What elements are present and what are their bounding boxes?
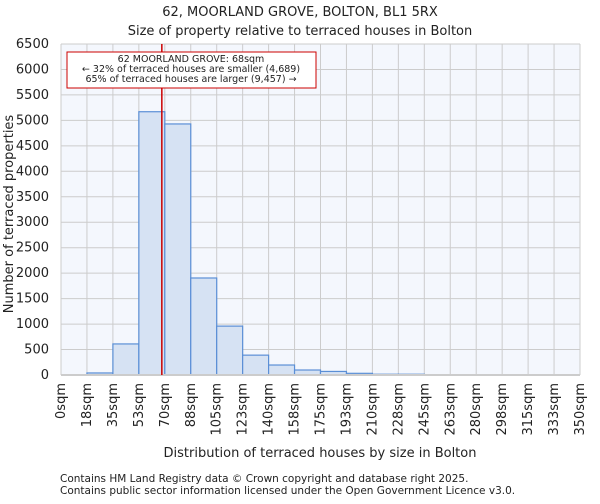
y-tick-label: 4500 — [16, 139, 49, 154]
x-tick-label: 333sqm — [547, 383, 562, 436]
x-tick-label: 123sqm — [236, 383, 251, 436]
x-tick-label: 228sqm — [391, 383, 406, 436]
y-tick-label: 3500 — [16, 190, 49, 205]
chart-title: 62, MOORLAND GROVE, BOLTON, BL1 5RX — [162, 5, 438, 20]
y-tick-label: 1000 — [16, 317, 49, 332]
y-tick-label: 2500 — [16, 241, 49, 256]
x-tick-label: 70sqm — [158, 383, 173, 427]
y-tick-label: 500 — [24, 343, 49, 358]
y-tick-label: 3000 — [16, 215, 49, 230]
y-tick-label: 1500 — [16, 292, 49, 307]
x-axis-label: Distribution of terraced houses by size … — [164, 446, 477, 461]
y-tick-label: 6000 — [16, 62, 49, 77]
histogram-bar — [268, 364, 296, 376]
annotation-line: 65% of terraced houses are larger (9,457… — [85, 74, 296, 85]
histogram-bar — [190, 277, 218, 376]
x-tick-label: 158sqm — [288, 383, 303, 436]
x-tick-label: 315sqm — [521, 383, 536, 436]
x-tick-label: 280sqm — [469, 383, 484, 436]
x-tick-label: 0sqm — [54, 383, 69, 419]
annotation-line: 62 MOORLAND GROVE: 68sqm — [118, 54, 265, 65]
x-tick-label: 140sqm — [262, 383, 277, 436]
histogram-bar — [164, 123, 192, 376]
footer-line-1: Contains HM Land Registry data © Crown c… — [60, 473, 468, 485]
y-tick-label: 5500 — [16, 88, 49, 103]
y-tick-label: 6500 — [16, 37, 49, 52]
x-tick-label: 298sqm — [495, 383, 510, 436]
y-tick-label: 2000 — [16, 266, 49, 281]
annotation-box — [66, 51, 317, 89]
annotation-line: ← 32% of terraced houses are smaller (4,… — [82, 64, 300, 75]
x-tick-label: 105sqm — [210, 383, 225, 436]
y-tick-label: 4000 — [16, 164, 49, 179]
x-tick-label: 210sqm — [365, 383, 380, 436]
histogram-bar — [138, 111, 166, 376]
histogram-bar — [112, 343, 140, 376]
y-tick-label: 0 — [41, 368, 49, 383]
y-tick-label: 5000 — [16, 113, 49, 128]
x-tick-label: 175sqm — [314, 383, 329, 436]
x-tick-label: 245sqm — [417, 383, 432, 436]
x-tick-label: 88sqm — [184, 383, 199, 427]
histogram-bar — [242, 354, 270, 376]
y-axis-label: Number of terraced properties — [2, 115, 17, 314]
x-tick-label: 53sqm — [132, 383, 147, 427]
footer-line-2: Contains public sector information licen… — [60, 485, 515, 497]
x-tick-label: 263sqm — [443, 383, 458, 436]
x-tick-label: 35sqm — [106, 383, 121, 427]
x-tick-label: 350sqm — [573, 383, 588, 436]
x-tick-label: 18sqm — [80, 383, 95, 427]
histogram-bar — [216, 325, 244, 376]
x-tick-label: 193sqm — [339, 383, 354, 436]
chart-subtitle: Size of property relative to terraced ho… — [128, 24, 473, 39]
